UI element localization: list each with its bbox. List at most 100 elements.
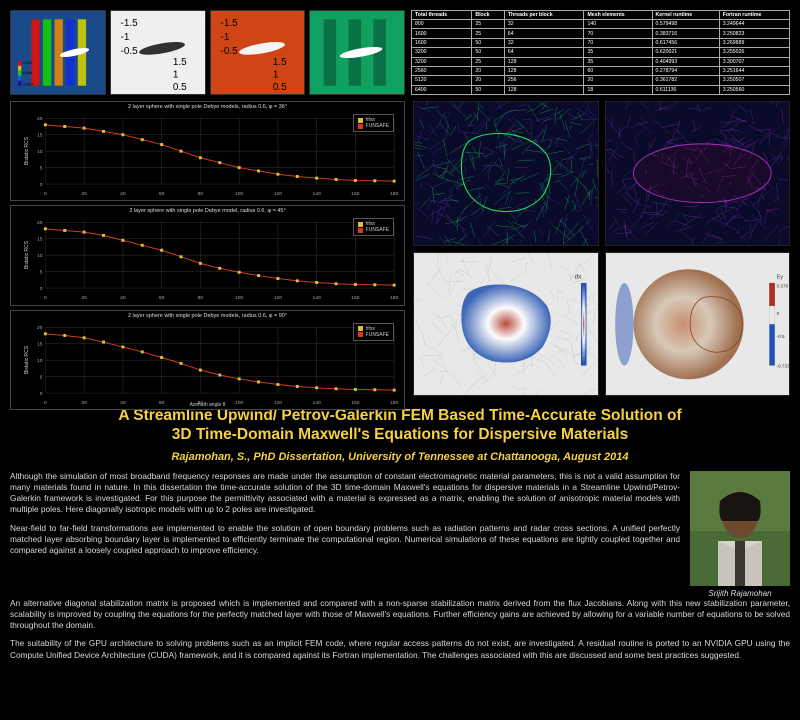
perf-h4: Kernel runtime: [652, 11, 719, 20]
table-row: 640050128180.6111363.250560: [412, 85, 790, 94]
svg-text:1: 1: [272, 69, 278, 80]
chart0-legend: hfss FUNSAFE: [353, 114, 394, 132]
svg-text:0: 0: [40, 286, 43, 292]
table-cell: 0.617456: [652, 38, 719, 47]
table-cell: 3.249644: [719, 20, 789, 29]
chart-2: 2 layer sphere with single pole Debye mo…: [10, 310, 405, 410]
svg-text:0: 0: [44, 191, 47, 197]
top-row: 1.0200 0.0384 -0.9834 -1.5 -1 -0.5 1.5 1…: [10, 10, 790, 95]
portrait-col: Srijith Rajamohan: [690, 471, 790, 598]
abstract-p4: The suitability of the GPU architecture …: [10, 638, 790, 660]
svg-text:5: 5: [40, 270, 43, 276]
table-cell: 35: [584, 57, 652, 66]
chart1-svg: 02040608010012014016018005101520: [11, 206, 404, 304]
table-cell: 1600: [412, 29, 472, 38]
charts-column: 2 layer sphere with single pole Debye mo…: [10, 101, 405, 396]
table-row: 16002564700.3837163.250823: [412, 29, 790, 38]
svg-text:-0.5: -0.5: [120, 46, 138, 57]
chart-0: 2 layer sphere with single pole Debye mo…: [10, 101, 405, 201]
table-cell: 3.251644: [719, 66, 789, 75]
svg-text:Ey: Ey: [776, 274, 783, 280]
svg-text:-0.733: -0.733: [776, 363, 789, 368]
svg-text:0.579: 0.579: [776, 283, 788, 288]
table-cell: 50: [472, 48, 505, 57]
table-cell: 3.250823: [719, 29, 789, 38]
table-cell: 50: [472, 85, 505, 94]
chart2-ylabel: Bistatic RCS: [24, 346, 30, 374]
svg-text:-0.5: -0.5: [776, 334, 784, 339]
table-cell: 18: [584, 85, 652, 94]
table-row: 16005032700.6174563.269889: [412, 38, 790, 47]
mesh-ellipse: [605, 101, 791, 246]
table-cell: 3.250560: [719, 85, 789, 94]
svg-text:1: 1: [173, 69, 179, 80]
svg-text:20: 20: [37, 221, 43, 227]
svg-text:15: 15: [37, 133, 43, 139]
svg-text:100: 100: [235, 191, 243, 197]
table-cell: 20: [584, 76, 652, 85]
svg-text:0.5: 0.5: [173, 82, 187, 93]
svg-text:dx: dx: [575, 273, 583, 280]
svg-text:0: 0: [776, 311, 779, 316]
table-cell: 25: [472, 57, 505, 66]
svg-text:0.5: 0.5: [272, 82, 286, 93]
perf-h3: Mesh elements: [584, 11, 652, 20]
field-sphere: Ey 0.579 0 -0.5 -0.733: [605, 252, 791, 397]
table-cell: 3.250507: [719, 76, 789, 85]
svg-text:-1.5: -1.5: [220, 18, 238, 29]
perf-h2: Threads per block: [504, 11, 584, 20]
sim4-svg: [310, 11, 404, 94]
svg-text:20: 20: [37, 325, 43, 331]
table-cell: 140: [584, 20, 652, 29]
chart0-svg: 02040608010012014016018005101520: [11, 102, 404, 200]
field-brain-svg: dx: [414, 253, 598, 396]
perf-header-row: Total threads Block Threads per block Me…: [412, 11, 790, 20]
mesh-brain: [413, 101, 599, 246]
svg-text:80: 80: [198, 191, 204, 197]
table-cell: 20: [472, 76, 505, 85]
performance-table: Total threads Block Threads per block Me…: [411, 10, 790, 95]
table-cell: 0.579498: [652, 20, 719, 29]
perf-h5: Fortran runtime: [719, 11, 789, 20]
table-cell: 0.611136: [652, 85, 719, 94]
table-row: 256020128600.2787943.251644: [412, 66, 790, 75]
sim-panel-1: 1.0200 0.0384 -0.9834: [10, 10, 106, 95]
svg-text:20: 20: [37, 116, 43, 122]
legend-funsafe: FUNSAFE: [366, 123, 389, 129]
chart1-legend: hfss FUNSAFE: [353, 218, 394, 236]
chart2-legend: hfss FUNSAFE: [353, 323, 394, 341]
svg-text:60: 60: [159, 191, 165, 197]
abstract-p2: Near-field to far-field transformations …: [10, 523, 680, 557]
svg-text:180: 180: [390, 295, 398, 301]
chart2-xlabel: Azimuth angle θ: [11, 402, 404, 408]
svg-text:40: 40: [120, 295, 126, 301]
author-portrait: [690, 471, 790, 586]
svg-text:120: 120: [274, 191, 282, 197]
perf-h0: Total threads: [412, 11, 472, 20]
chart2-svg: 02040608010012014016018005101520: [11, 311, 404, 409]
svg-text:-1: -1: [220, 32, 229, 43]
svg-text:0: 0: [40, 391, 43, 397]
field-sphere-svg: Ey 0.579 0 -0.5 -0.733: [606, 253, 790, 396]
svg-text:20: 20: [81, 191, 87, 197]
mesh-brain-svg: [414, 102, 598, 245]
svg-text:100: 100: [235, 295, 243, 301]
table-cell: 128: [504, 85, 584, 94]
table-row: 80025321400.5794983.249644: [412, 20, 790, 29]
table-cell: 64: [504, 48, 584, 57]
table-cell: 25: [472, 29, 505, 38]
author-name: Srijith Rajamohan: [690, 589, 790, 598]
abstract-full: An alternative diagonal stabilization ma…: [10, 598, 790, 661]
chart0-ylabel: Bistatic RCS: [24, 137, 30, 165]
chart2-title: 2 layer sphere with single pole Debye mo…: [11, 313, 404, 319]
svg-text:160: 160: [351, 191, 359, 197]
sim3-svg: -1.5 -1 -0.5 1.5 1 0.5: [211, 11, 305, 94]
table-cell: 3.269889: [719, 38, 789, 47]
main-title: A Streamline Upwind/ Petrov-Galerkin FEM…: [10, 406, 790, 445]
table-cell: 0.278794: [652, 66, 719, 75]
table-cell: 1600: [412, 38, 472, 47]
svg-text:140: 140: [313, 295, 321, 301]
table-cell: 128: [504, 57, 584, 66]
table-cell: 3.255026: [719, 48, 789, 57]
svg-text:60: 60: [159, 295, 165, 301]
